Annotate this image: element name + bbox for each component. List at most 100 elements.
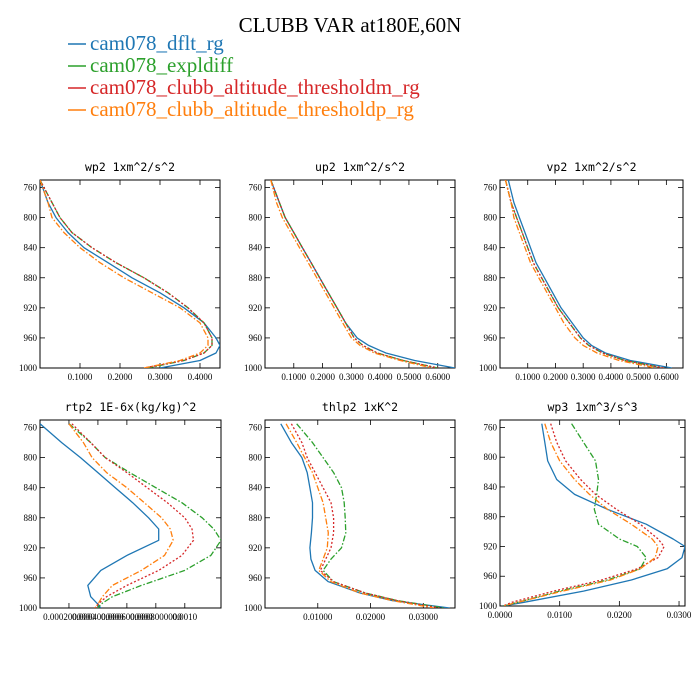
x-tick-label: 0.1000 bbox=[281, 372, 306, 382]
legend-label: cam078_clubb_altitude_thresholdm_rg bbox=[90, 75, 420, 99]
x-tick-label: 0.0002000000 bbox=[43, 612, 95, 622]
plot-frame bbox=[39, 179, 221, 369]
y-tick-label: 920 bbox=[24, 543, 38, 553]
chart-panel: vp2 1xm^2/s^2 760 800 840 880 920 960 1000 0.100… bbox=[479, 160, 684, 382]
series-line-cam078_clubb_altitude_thresholdm_rg bbox=[270, 180, 438, 368]
x-tick-label: 0.0008000000 bbox=[130, 612, 182, 622]
series-line-cam078_dflt_rg bbox=[502, 423, 685, 606]
x-tick-label: 0.03000 bbox=[409, 612, 439, 622]
y-tick-label: 880 bbox=[484, 273, 498, 283]
x-tick-label: 0.0100 bbox=[547, 610, 572, 620]
y-tick-label: 760 bbox=[24, 183, 38, 193]
y-tick-label: 920 bbox=[249, 543, 263, 553]
y-tick-label: 920 bbox=[484, 303, 498, 313]
y-tick-label: 880 bbox=[24, 273, 38, 283]
series-line-cam078_expldiff bbox=[502, 423, 647, 606]
x-tick-label: 0.0006000000 bbox=[101, 612, 153, 622]
panel-title: rtp2 1E-6x(kg/kg)^2 bbox=[65, 400, 197, 414]
x-tick-label: 0.6000 bbox=[425, 372, 450, 382]
series-line-cam078_expldiff bbox=[296, 423, 445, 608]
y-tick-label: 960 bbox=[249, 573, 263, 583]
y-tick-label: 1000 bbox=[479, 363, 498, 373]
y-tick-label: 800 bbox=[24, 453, 38, 463]
x-tick-label: 0.2000 bbox=[310, 372, 335, 382]
x-tick-label: 0.4000 bbox=[188, 372, 213, 382]
chart-panel: rtp2 1E-6x(kg/kg)^2 760 800 840 880 920 960 100… bbox=[19, 400, 222, 622]
figure-title: CLUBB VAR at180E,60N bbox=[239, 13, 462, 37]
plot-frame bbox=[264, 419, 456, 609]
y-tick-label: 920 bbox=[24, 303, 38, 313]
x-tick-label: 0.3000 bbox=[148, 372, 173, 382]
legend-label: cam078_dflt_rg bbox=[90, 31, 224, 55]
y-tick-label: 800 bbox=[484, 213, 498, 223]
y-tick-label: 840 bbox=[24, 483, 38, 493]
series-line-cam078_clubb_altitude_thresholdm_rg bbox=[40, 180, 213, 368]
y-tick-label: 800 bbox=[249, 453, 263, 463]
y-tick-label: 760 bbox=[249, 183, 263, 193]
y-tick-label: 960 bbox=[24, 573, 38, 583]
series-line-cam078_clubb_altitude_thresholdp_rg bbox=[270, 180, 433, 368]
x-tick-label: 0.2000 bbox=[108, 372, 133, 382]
x-tick-label: 0.01000 bbox=[303, 612, 333, 622]
x-tick-label: 0.3000 bbox=[339, 372, 364, 382]
plot-frame bbox=[39, 419, 222, 609]
series-line-cam078_dflt_rg bbox=[40, 423, 160, 608]
series-line-cam078_clubb_altitude_thresholdm_rg bbox=[504, 180, 664, 368]
y-tick-label: 840 bbox=[484, 482, 498, 492]
panel-title: vp2 1xm^2/s^2 bbox=[546, 160, 636, 174]
series-line-cam078_clubb_altitude_thresholdp_rg bbox=[40, 180, 209, 368]
y-tick-label: 800 bbox=[24, 213, 38, 223]
y-tick-label: 880 bbox=[249, 273, 263, 283]
plot-frame bbox=[264, 179, 456, 369]
x-tick-label: 0.4000 bbox=[599, 372, 624, 382]
series-line-cam078_dflt_rg bbox=[40, 180, 220, 368]
y-tick-label: 760 bbox=[24, 423, 38, 433]
x-tick-label: 0.6000 bbox=[654, 372, 679, 382]
y-tick-label: 840 bbox=[249, 243, 263, 253]
y-tick-label: 840 bbox=[24, 243, 38, 253]
x-tick-label: 0.5000 bbox=[397, 372, 422, 382]
x-tick-label: 0.0000 bbox=[488, 610, 513, 620]
series-line-cam078_expldiff bbox=[504, 180, 664, 368]
y-tick-label: 880 bbox=[484, 512, 498, 522]
legend-label: cam078_clubb_altitude_thresholdp_rg bbox=[90, 97, 414, 121]
y-tick-label: 1000 bbox=[19, 363, 38, 373]
x-tick-label: 0.0200 bbox=[607, 610, 632, 620]
y-tick-label: 880 bbox=[24, 513, 38, 523]
x-tick-label: 0.2000 bbox=[543, 372, 568, 382]
y-tick-label: 1000 bbox=[479, 601, 498, 611]
panels: wp2 1xm^2/s^2 760 800 840 880 920 960 1000 0.100… bbox=[19, 160, 692, 622]
legend: cam078_dflt_rgcam078_expldiffcam078_club… bbox=[68, 31, 420, 121]
x-tick-label: 0.5000 bbox=[626, 372, 651, 382]
series-line-cam078_clubb_altitude_thresholdp_rg bbox=[285, 423, 435, 608]
x-tick-label: 0.4000 bbox=[368, 372, 393, 382]
series-line-cam078_dflt_rg bbox=[280, 423, 450, 608]
series-line-cam078_clubb_altitude_thresholdm_rg bbox=[502, 423, 665, 606]
y-tick-label: 800 bbox=[249, 213, 263, 223]
y-tick-label: 760 bbox=[249, 423, 263, 433]
x-tick-label: 0.1000 bbox=[515, 372, 540, 382]
panel-title: wp2 1xm^2/s^2 bbox=[85, 160, 175, 174]
plot-frame bbox=[499, 419, 686, 607]
chart-panel: wp3 1xm^3/s^3 760 800 840 880 920 960 10000.000… bbox=[479, 400, 692, 620]
y-tick-label: 920 bbox=[249, 303, 263, 313]
x-tick-label: 0.0010 bbox=[172, 612, 197, 622]
series-line-cam078_clubb_altitude_thresholdp_rg bbox=[68, 423, 174, 608]
series-line-cam078_dflt_rg bbox=[270, 180, 455, 368]
x-tick-label: 0.0300 bbox=[667, 610, 692, 620]
y-tick-label: 760 bbox=[484, 183, 498, 193]
plot-frame bbox=[499, 179, 684, 369]
y-tick-label: 880 bbox=[249, 513, 263, 523]
series-line-cam078_clubb_altitude_thresholdp_rg bbox=[502, 423, 659, 606]
chart-panel: wp2 1xm^2/s^2 760 800 840 880 920 960 1000 0.100… bbox=[19, 160, 221, 382]
y-tick-label: 840 bbox=[484, 243, 498, 253]
y-tick-label: 960 bbox=[24, 333, 38, 343]
y-tick-label: 960 bbox=[249, 333, 263, 343]
series-line-cam078_clubb_altitude_thresholdm_rg bbox=[71, 423, 195, 608]
series-line-cam078_dflt_rg bbox=[507, 180, 673, 368]
y-tick-label: 1000 bbox=[244, 363, 263, 373]
series-line-cam078_clubb_altitude_thresholdp_rg bbox=[504, 180, 656, 368]
series-line-cam078_clubb_altitude_thresholdm_rg bbox=[290, 423, 440, 608]
x-tick-label: 0.1000 bbox=[68, 372, 93, 382]
y-tick-label: 800 bbox=[484, 452, 498, 462]
